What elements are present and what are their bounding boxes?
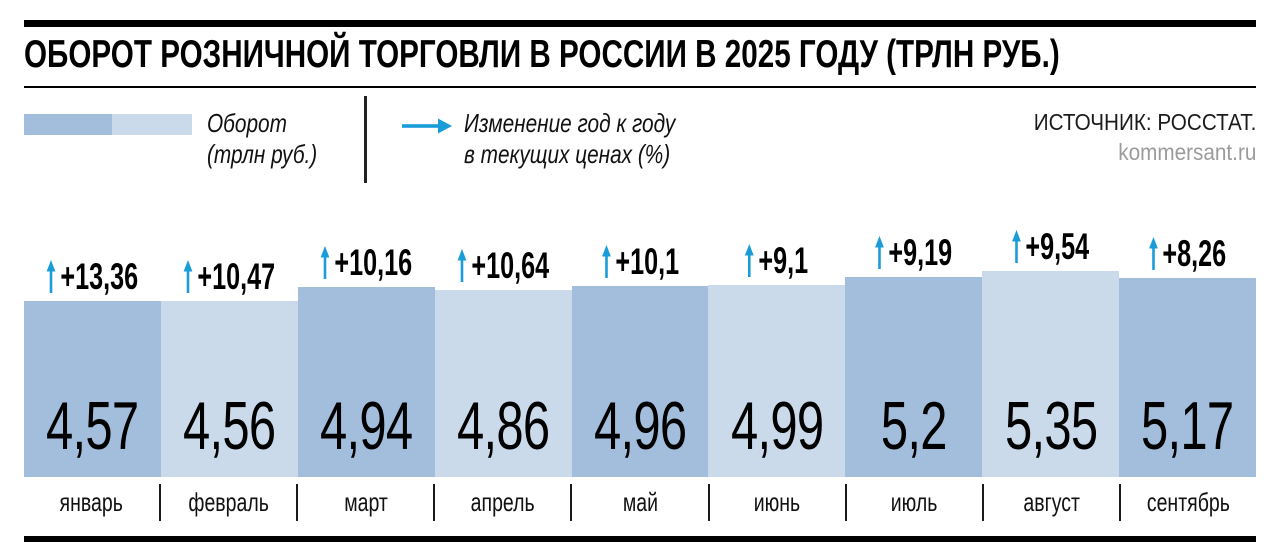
yoy-change-label: +10,16	[320, 241, 413, 283]
legend-divider	[364, 96, 367, 183]
bar-value-label: 4,96	[593, 388, 687, 464]
month-label-февраль: февраль	[161, 484, 299, 521]
legend-change-line2: в текущих ценах (%)	[464, 139, 671, 169]
bar-value-label: 4,56	[183, 388, 276, 464]
turnover-bar	[571, 286, 709, 477]
bar-column-8: 5,35 +9,54	[982, 200, 1120, 477]
yoy-change-text: +9,1	[758, 239, 809, 281]
bar-column-4: 4,86 +10,64	[434, 200, 572, 477]
legend-turnover-line2: (трлн руб.)	[207, 139, 318, 169]
yoy-change-text: +10,64	[471, 244, 549, 286]
yoy-change-text: +10,47	[197, 256, 275, 298]
up-arrow-icon	[601, 245, 611, 279]
up-arrow-icon	[46, 260, 56, 294]
yoy-change-label: +8,26	[1141, 232, 1234, 274]
turnover-bar	[708, 284, 846, 477]
bar-column-6: 4,99 +9,1	[708, 200, 846, 477]
bar-value-label: 5,35	[1004, 388, 1097, 464]
source-block: ИСТОЧНИК: РОССТАТ. kommersant.ru	[1009, 109, 1256, 166]
up-arrow-icon	[875, 235, 884, 269]
month-label-август: август	[984, 484, 1121, 521]
turnover-bar	[982, 271, 1120, 477]
yoy-change-text: +10,16	[334, 241, 412, 283]
yoy-change-label: +13,36	[46, 256, 139, 298]
bar-chart: 4,57 +13,36 4,56 +10,47 4,94 +10,16 4,86 +10,64…	[24, 200, 1257, 477]
legend-turnover-label: Оборот (трлн руб.)	[207, 108, 317, 170]
yoy-change-label: +9,1	[730, 239, 823, 281]
legend-change-label: Изменение год к году в текущих ценах (%)	[464, 108, 675, 170]
yoy-change-label: +9,19	[867, 231, 960, 273]
yoy-change-label: +10,47	[183, 256, 276, 298]
yoy-change-label: +9,54	[1004, 226, 1097, 268]
top-rule	[24, 20, 1256, 27]
source-text: ИСТОЧНИК: РОССТАТ.	[1033, 109, 1256, 135]
bar-value-label: 4,57	[46, 388, 139, 464]
yoy-change-label: +10,1	[593, 241, 686, 283]
month-label-июль: июль	[847, 484, 984, 521]
bar-column-5: 4,96 +10,1	[571, 200, 709, 477]
bar-column-7: 5,2 +9,19	[845, 200, 983, 477]
legend-turnover-line1: Оборот	[207, 108, 287, 138]
bar-value-label: 4,94	[320, 388, 413, 464]
bar-value-label: 4,99	[730, 388, 824, 464]
month-axis: январь февраль март апрель май июнь июль август…	[24, 484, 1256, 521]
title-underline	[24, 86, 1256, 88]
source-site: kommersant.ru	[1117, 139, 1256, 165]
month-label-июнь: июнь	[710, 484, 847, 521]
turnover-bar	[434, 289, 572, 477]
month-label-январь: январь	[24, 484, 162, 521]
month-label-март: март	[298, 484, 436, 521]
yoy-change-text: +8,26	[1162, 232, 1227, 274]
bar-value-label: 4,86	[456, 388, 550, 464]
yoy-change-text: +9,19	[888, 231, 953, 273]
up-arrow-icon	[183, 260, 193, 294]
bar-column-1: 4,57 +13,36	[24, 200, 161, 477]
yoy-change-text: +10,1	[614, 241, 679, 283]
up-arrow-icon	[1148, 236, 1158, 270]
turnover-bar	[845, 276, 983, 477]
turnover-bar	[1119, 277, 1257, 477]
up-arrow-icon	[457, 248, 467, 282]
bar-value-label: 5,2	[880, 388, 948, 464]
swatch-dark-half	[24, 114, 112, 135]
right-arrow-icon	[402, 118, 452, 134]
turnover-bar	[24, 301, 161, 477]
page-title: ОБОРОТ РОЗНИЧНОЙ ТОРГОВЛИ В РОССИИ В 202…	[24, 33, 1060, 76]
up-arrow-icon	[745, 243, 755, 277]
turnover-bar	[160, 301, 298, 477]
yoy-change-text: +9,54	[1025, 226, 1090, 268]
bar-value-label: 5,17	[1141, 388, 1234, 464]
up-arrow-icon	[320, 245, 330, 279]
yoy-change-text: +13,36	[60, 256, 139, 298]
month-label-апрель: апрель	[435, 484, 573, 521]
up-arrow-icon	[1012, 230, 1021, 264]
turnover-bar	[297, 286, 435, 477]
bar-column-2: 4,56 +10,47	[160, 200, 298, 477]
bar-column-3: 4,94 +10,16	[297, 200, 435, 477]
month-label-май: май	[572, 484, 710, 521]
bar-column-9: 5,17 +8,26	[1119, 200, 1257, 477]
legend-change-line1: Изменение год к году	[464, 108, 676, 138]
swatch-light-half	[112, 114, 192, 135]
legend-turnover-swatch	[24, 114, 192, 135]
month-label-сентябрь: сентябрь	[1146, 487, 1230, 517]
yoy-change-label: +10,64	[457, 244, 550, 286]
bottom-rule	[24, 536, 1256, 542]
